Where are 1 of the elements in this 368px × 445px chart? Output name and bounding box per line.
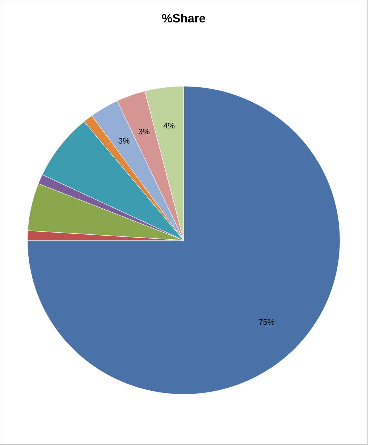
chart-title: %Share	[162, 14, 206, 23]
